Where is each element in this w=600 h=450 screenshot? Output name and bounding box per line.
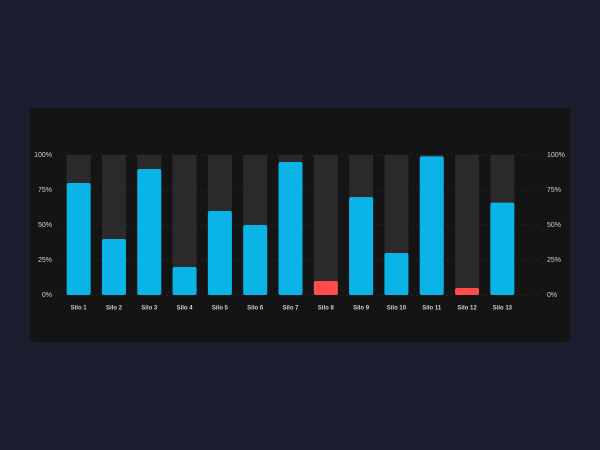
bar-track [455, 155, 480, 295]
bar [313, 281, 338, 295]
x-tick-label: Silo 9 [353, 306, 370, 312]
x-tick-label: Silo 8 [318, 306, 335, 312]
y-tick-label: 0% [42, 292, 52, 299]
bar-track [313, 155, 338, 295]
x-tick-label: Silo 11 [422, 306, 442, 312]
bar [349, 197, 374, 295]
x-tick-label: Silo 5 [212, 306, 229, 312]
bar [384, 253, 409, 295]
y2-tick-label: 0% [547, 292, 557, 299]
bar [490, 202, 515, 295]
y2-tick-label: 75% [547, 187, 561, 194]
x-tick-label: Silo 1 [71, 306, 88, 312]
bar [278, 162, 303, 295]
x-tick-label: Silo 4 [177, 306, 194, 312]
y-tick-label: 50% [38, 222, 52, 229]
bar [207, 211, 232, 295]
y2-tick-label: 25% [547, 257, 561, 264]
y-tick-label: 25% [38, 257, 52, 264]
y-tick-label: 100% [34, 152, 52, 159]
bar [419, 156, 444, 295]
bar [243, 225, 268, 295]
x-tick-label: Silo 13 [493, 306, 513, 312]
y2-tick-label: 50% [547, 222, 561, 229]
x-tick-label: Silo 6 [247, 306, 264, 312]
bar [455, 288, 480, 295]
bar [172, 267, 197, 295]
x-tick-label: Silo 10 [387, 306, 407, 312]
bar [101, 239, 126, 295]
bar [137, 169, 162, 295]
x-tick-label: Silo 12 [457, 306, 477, 312]
y2-tick-label: 100% [547, 152, 565, 159]
x-tick-label: Silo 7 [282, 306, 299, 312]
y-tick-label: 75% [38, 187, 52, 194]
bar [66, 183, 91, 295]
x-tick-label: Silo 3 [141, 306, 158, 312]
x-tick-label: Silo 2 [106, 306, 123, 312]
